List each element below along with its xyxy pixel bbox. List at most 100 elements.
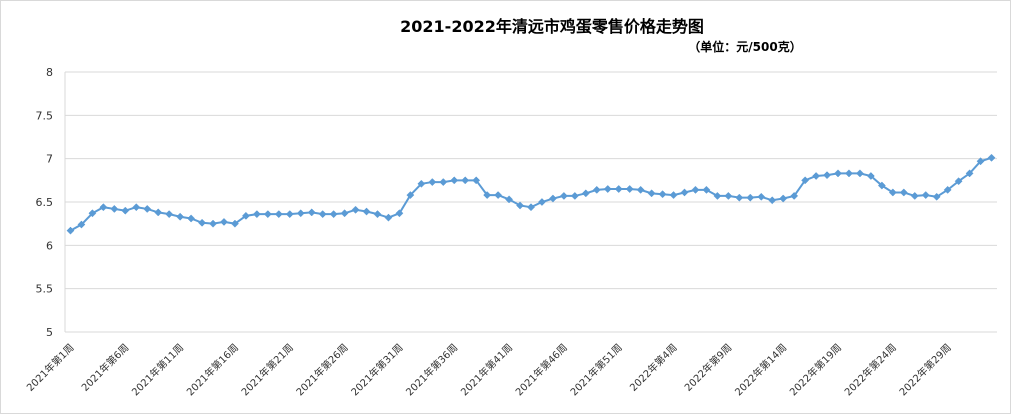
data-point [625, 185, 634, 193]
data-point [143, 204, 152, 213]
x-tick-label: 2021年第1周 [24, 341, 77, 394]
data-point [121, 206, 130, 215]
data-point [801, 176, 810, 185]
data-point [910, 191, 919, 200]
x-tick-label: 2022年第19周 [787, 341, 844, 398]
x-tick-label: 2021年第46周 [513, 341, 570, 398]
data-point [285, 210, 294, 219]
data-point [527, 203, 535, 212]
x-tick-label: 2022年第29周 [896, 341, 953, 398]
x-tick-label: 2021年第11周 [129, 341, 186, 398]
data-point [570, 191, 579, 200]
data-point [877, 181, 886, 190]
data-point [461, 176, 470, 185]
chart-title: 2021-2022年清远市鸡蛋零售价格走势图 [400, 17, 704, 36]
data-point [307, 208, 316, 217]
x-tick-label: 2022年第9周 [682, 341, 735, 394]
data-point [187, 214, 196, 223]
data-point [888, 188, 897, 197]
data-point [351, 205, 360, 214]
data-point [296, 209, 305, 218]
data-point [384, 213, 393, 222]
data-point [406, 191, 415, 200]
data-point [548, 194, 557, 203]
x-tick-label: 2021年第26周 [293, 341, 350, 398]
data-point [176, 212, 185, 221]
data-point [77, 220, 86, 229]
y-tick-label: 7 [46, 153, 53, 166]
data-point [88, 209, 97, 218]
data-point [669, 191, 678, 200]
data-point [318, 210, 327, 219]
x-tick-label: 2022年第14周 [732, 341, 789, 398]
x-axis-ticks: 2021年第1周 2021年第6周2021年第11周2021年第16周2021年第… [24, 341, 954, 398]
data-point [658, 190, 667, 199]
data-point [483, 191, 492, 200]
series-line [69, 156, 992, 232]
data-point [450, 176, 459, 185]
data-point [855, 169, 864, 178]
data-point [439, 178, 448, 187]
data-point [362, 207, 371, 216]
y-tick-label: 5 [46, 326, 53, 339]
data-point [735, 193, 744, 202]
x-tick-label: 2022年第4周 [627, 341, 680, 394]
data-point [702, 185, 711, 194]
data-point [263, 210, 272, 219]
data-point [154, 208, 163, 217]
data-point [373, 210, 382, 219]
y-tick-label: 6 [46, 239, 53, 252]
data-point [99, 203, 108, 212]
data-point [954, 177, 963, 186]
data-point [790, 191, 799, 200]
data-point [274, 210, 283, 219]
x-tick-label: 2021年第36周 [403, 341, 460, 398]
data-point [230, 219, 239, 228]
data-point [614, 185, 623, 193]
data-point [812, 172, 821, 180]
x-tick-label: 2021年第21周 [238, 341, 295, 398]
data-point [932, 192, 941, 201]
data-point [866, 172, 875, 180]
y-axis-ticks: 5 5.5 6 6.5 7 7.5 8 [36, 66, 54, 339]
y-tick-label: 6.5 [36, 196, 54, 209]
data-point [559, 191, 568, 200]
series-layer [66, 153, 996, 235]
data-point [472, 176, 481, 185]
data-point [691, 185, 700, 194]
x-tick-label: 2021年第6周 [79, 341, 132, 394]
data-point [132, 203, 141, 212]
data-point [66, 226, 75, 235]
data-point [198, 218, 207, 227]
data-point [713, 191, 722, 200]
data-point [823, 171, 832, 180]
data-point [845, 169, 853, 178]
data-point [976, 157, 985, 166]
data-point [757, 192, 766, 201]
data-point [241, 211, 250, 220]
data-point [680, 188, 689, 197]
y-tick-label: 8 [46, 66, 53, 79]
data-point [220, 217, 228, 226]
data-point [636, 185, 645, 194]
x-tick-label: 2021年第51周 [567, 341, 624, 398]
data-point [592, 185, 601, 194]
x-tick-label: 2022年第24周 [842, 341, 899, 398]
data-point [581, 189, 590, 198]
y-tick-label: 5.5 [36, 283, 54, 296]
data-point [165, 210, 174, 219]
data-point [603, 185, 612, 193]
data-point [538, 198, 546, 206]
data-point [209, 219, 217, 228]
data-point [110, 204, 119, 213]
data-point [724, 191, 733, 200]
data-point [779, 194, 788, 203]
y-tick-label: 7.5 [36, 109, 54, 122]
x-tick-label: 2021年第41周 [458, 341, 515, 398]
data-point [516, 201, 524, 210]
data-point [428, 178, 437, 187]
data-point [921, 191, 930, 200]
x-tick-label: 2021年第16周 [184, 341, 241, 398]
data-point [965, 169, 974, 178]
